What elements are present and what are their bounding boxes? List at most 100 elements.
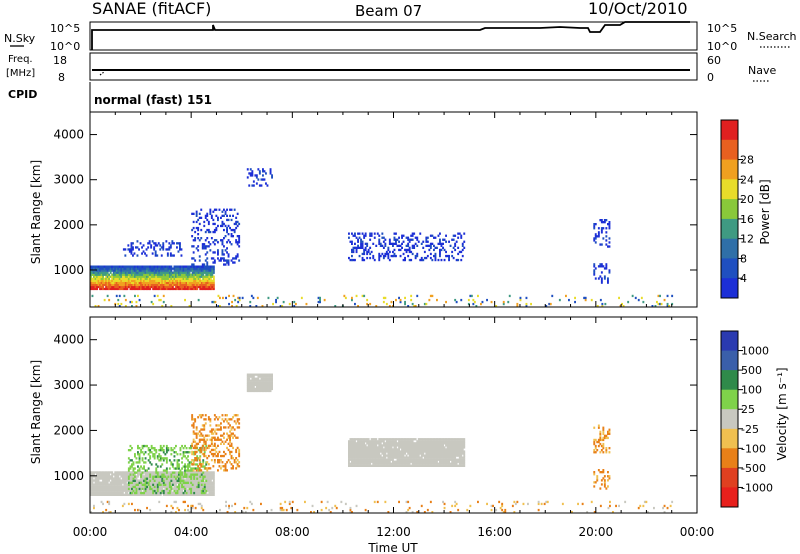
- echo-cell: [369, 464, 372, 467]
- echo-cell: [141, 287, 144, 291]
- echo-cell: [366, 256, 369, 260]
- echo-cell: [143, 485, 145, 488]
- echo-cell: [201, 428, 204, 431]
- echo-cell: [369, 456, 372, 459]
- echo-cell: [255, 373, 258, 376]
- echo-cell: [144, 277, 147, 280]
- echo-cell: [170, 287, 173, 291]
- echo-cell: [428, 462, 431, 465]
- echo-cell: [143, 491, 145, 495]
- echo-cell: [370, 234, 373, 237]
- echo-cell: [176, 479, 179, 482]
- echo-cell: [358, 460, 361, 463]
- echo-cell: [199, 502, 202, 506]
- echo-cell: [187, 269, 189, 272]
- echo-cell: [194, 467, 197, 470]
- echo-cell: [203, 436, 206, 439]
- echo-cell: [411, 464, 414, 467]
- echo-cell: [370, 440, 373, 443]
- echo-cell: [408, 458, 411, 461]
- echo-cell: [185, 287, 188, 291]
- echo-cell: [382, 460, 385, 463]
- echo-cell: [161, 475, 164, 478]
- echo-cell: [200, 208, 203, 211]
- echo-cell: [448, 456, 450, 459]
- echo-cell: [348, 464, 350, 467]
- echo-cell: [178, 279, 180, 282]
- echo-cell: [180, 248, 183, 251]
- echo-cell: [458, 450, 461, 453]
- echo-cell: [407, 452, 410, 455]
- echo-cell: [153, 248, 156, 251]
- echo-cell: [434, 444, 437, 447]
- echo-cell: [198, 255, 201, 258]
- echo-cell: [433, 440, 435, 443]
- echo-cell: [198, 414, 201, 417]
- echo-cell: [140, 267, 142, 270]
- echo-cell: [111, 483, 114, 486]
- echo-cell: [212, 481, 215, 484]
- echo-cell: [250, 502, 253, 506]
- echo-cell: [369, 246, 372, 249]
- echo-cell: [147, 283, 150, 287]
- echo-cell: [349, 446, 352, 449]
- echo-cell: [372, 444, 375, 447]
- echo-cell: [369, 446, 372, 449]
- echo-cell: [115, 279, 118, 282]
- echo-cell: [358, 462, 361, 465]
- echo-cell: [137, 453, 139, 456]
- echo-cell: [170, 475, 173, 478]
- echo-cell: [158, 489, 161, 492]
- echo-cell: [135, 283, 138, 287]
- echo-cell: [167, 277, 170, 280]
- echo-cell: [364, 458, 367, 461]
- echo-cell: [176, 463, 179, 466]
- echo-cell: [156, 471, 159, 474]
- echo-cell: [433, 444, 435, 447]
- echo-cell: [387, 248, 390, 252]
- echo-cell: [361, 464, 364, 467]
- echo-cell: [147, 475, 150, 478]
- echo-cell: [429, 438, 432, 441]
- echo-cell: [97, 279, 100, 282]
- echo-cell: [212, 444, 215, 447]
- echo-cell: [182, 453, 185, 456]
- echo-cell: [149, 475, 152, 478]
- echo-cell: [153, 481, 156, 484]
- echo-cell: [364, 234, 367, 237]
- echo-cell: [395, 298, 397, 302]
- echo-cell: [168, 473, 171, 476]
- echo-cell: [404, 456, 406, 459]
- echo-cell: [361, 450, 364, 453]
- echo-cell: [100, 489, 103, 492]
- echo-cell: [229, 450, 231, 454]
- echo-cell: [127, 467, 130, 470]
- echo-cell: [181, 483, 183, 486]
- echo-cell: [399, 464, 402, 467]
- echo-cell: [132, 283, 135, 287]
- echo-cell: [131, 502, 133, 506]
- echo-cell: [155, 485, 158, 488]
- echo-cell: [373, 458, 376, 461]
- echo-cell: [201, 247, 204, 250]
- echo-cell: [97, 283, 100, 287]
- echo-cell: [159, 479, 162, 482]
- echo-cell: [126, 279, 129, 282]
- echo-cell: [416, 252, 419, 256]
- echo-cell: [224, 235, 227, 238]
- echo-cell: [93, 271, 95, 274]
- echo-cell: [348, 448, 350, 451]
- echo-cell: [410, 456, 413, 459]
- echo-cell: [191, 489, 194, 492]
- echo-cell: [387, 442, 390, 445]
- echo-cell: [593, 225, 596, 228]
- echo-cell: [91, 493, 94, 496]
- echo-cell: [111, 473, 114, 476]
- echo-cell: [437, 442, 440, 445]
- echo-cell: [428, 244, 431, 247]
- echo-cell: [129, 283, 132, 287]
- echo-cell: [185, 451, 188, 454]
- echo-cell: [164, 287, 167, 291]
- echo-cell: [211, 271, 214, 274]
- echo-cell: [198, 448, 201, 452]
